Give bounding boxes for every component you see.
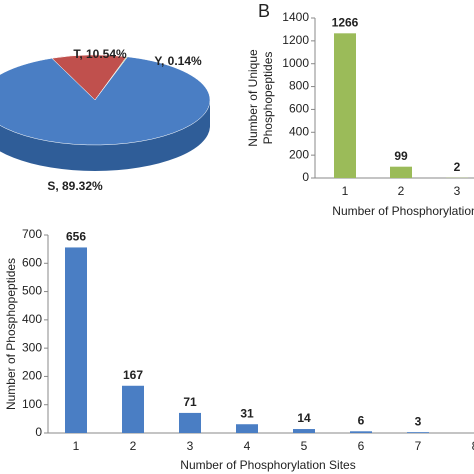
y-tick-label: 1400 <box>282 10 309 24</box>
panel-label: B <box>258 1 270 21</box>
data-label: 6 <box>358 413 365 427</box>
y-tick-label: 500 <box>22 284 42 298</box>
y-axis-label-line: Number of Unique <box>246 49 260 147</box>
data-label: 167 <box>123 368 143 382</box>
x-tick-label: 2 <box>130 439 137 453</box>
bar <box>334 33 356 178</box>
data-label: 2 <box>454 160 461 174</box>
y-axis-label-line: Phosphopeptides <box>261 52 275 145</box>
pie-side <box>0 100 210 171</box>
x-tick-label: 2 <box>398 184 405 198</box>
y-tick-label: 1000 <box>282 56 309 70</box>
slice-label: S, 89.32% <box>47 179 103 193</box>
data-label: 656 <box>66 230 86 244</box>
y-tick-label: 200 <box>289 147 309 161</box>
bar <box>122 385 144 433</box>
bar <box>65 247 87 433</box>
data-label: 71 <box>183 395 197 409</box>
pie-slice <box>0 56 211 146</box>
y-tick-label: 600 <box>289 102 309 116</box>
x-tick-label: 7 <box>415 439 422 453</box>
data-label: 31 <box>240 406 254 420</box>
bar <box>350 431 372 433</box>
y-tick-label: 700 <box>22 227 42 241</box>
data-label: 14 <box>297 411 311 425</box>
x-axis-label: Number of Phosphorylation Sites <box>332 204 474 218</box>
data-label: 99 <box>394 149 408 163</box>
slice-label: Y, 0.14% <box>154 54 202 68</box>
y-tick-label: 800 <box>289 79 309 93</box>
x-tick-label: 6 <box>358 439 365 453</box>
y-tick-label: 400 <box>22 312 42 326</box>
y-tick-label: 1200 <box>282 33 309 47</box>
y-tick-label: 400 <box>289 124 309 138</box>
y-tick-label: 600 <box>22 255 42 269</box>
x-tick-label: 1 <box>342 184 349 198</box>
data-label: 3 <box>415 414 422 428</box>
bar <box>179 412 201 433</box>
bar <box>236 424 258 433</box>
y-axis-label: Number of UniquePhosphopeptides <box>246 49 275 147</box>
y-tick-label: 0 <box>35 425 42 439</box>
bar <box>390 166 412 178</box>
x-tick-label: 1 <box>73 439 80 453</box>
data-label: 1266 <box>332 15 359 29</box>
y-tick-label: 200 <box>22 369 42 383</box>
x-axis-label: Number of Phosphorylation Sites <box>180 458 355 472</box>
x-tick-label: 3 <box>187 439 194 453</box>
y-tick-label: 100 <box>22 397 42 411</box>
x-tick-label: 5 <box>301 439 308 453</box>
y-axis-label: Number of Phosphopeptides <box>4 258 18 410</box>
x-tick-label: 8 <box>472 439 474 453</box>
x-tick-label: 4 <box>244 439 251 453</box>
x-tick-label: 3 <box>454 184 461 198</box>
slice-label: T, 10.54% <box>73 47 127 61</box>
y-tick-label: 300 <box>22 340 42 354</box>
bar <box>407 432 429 433</box>
pie-slice <box>51 54 128 101</box>
y-tick-label: 0 <box>302 170 309 184</box>
bar <box>293 429 315 433</box>
